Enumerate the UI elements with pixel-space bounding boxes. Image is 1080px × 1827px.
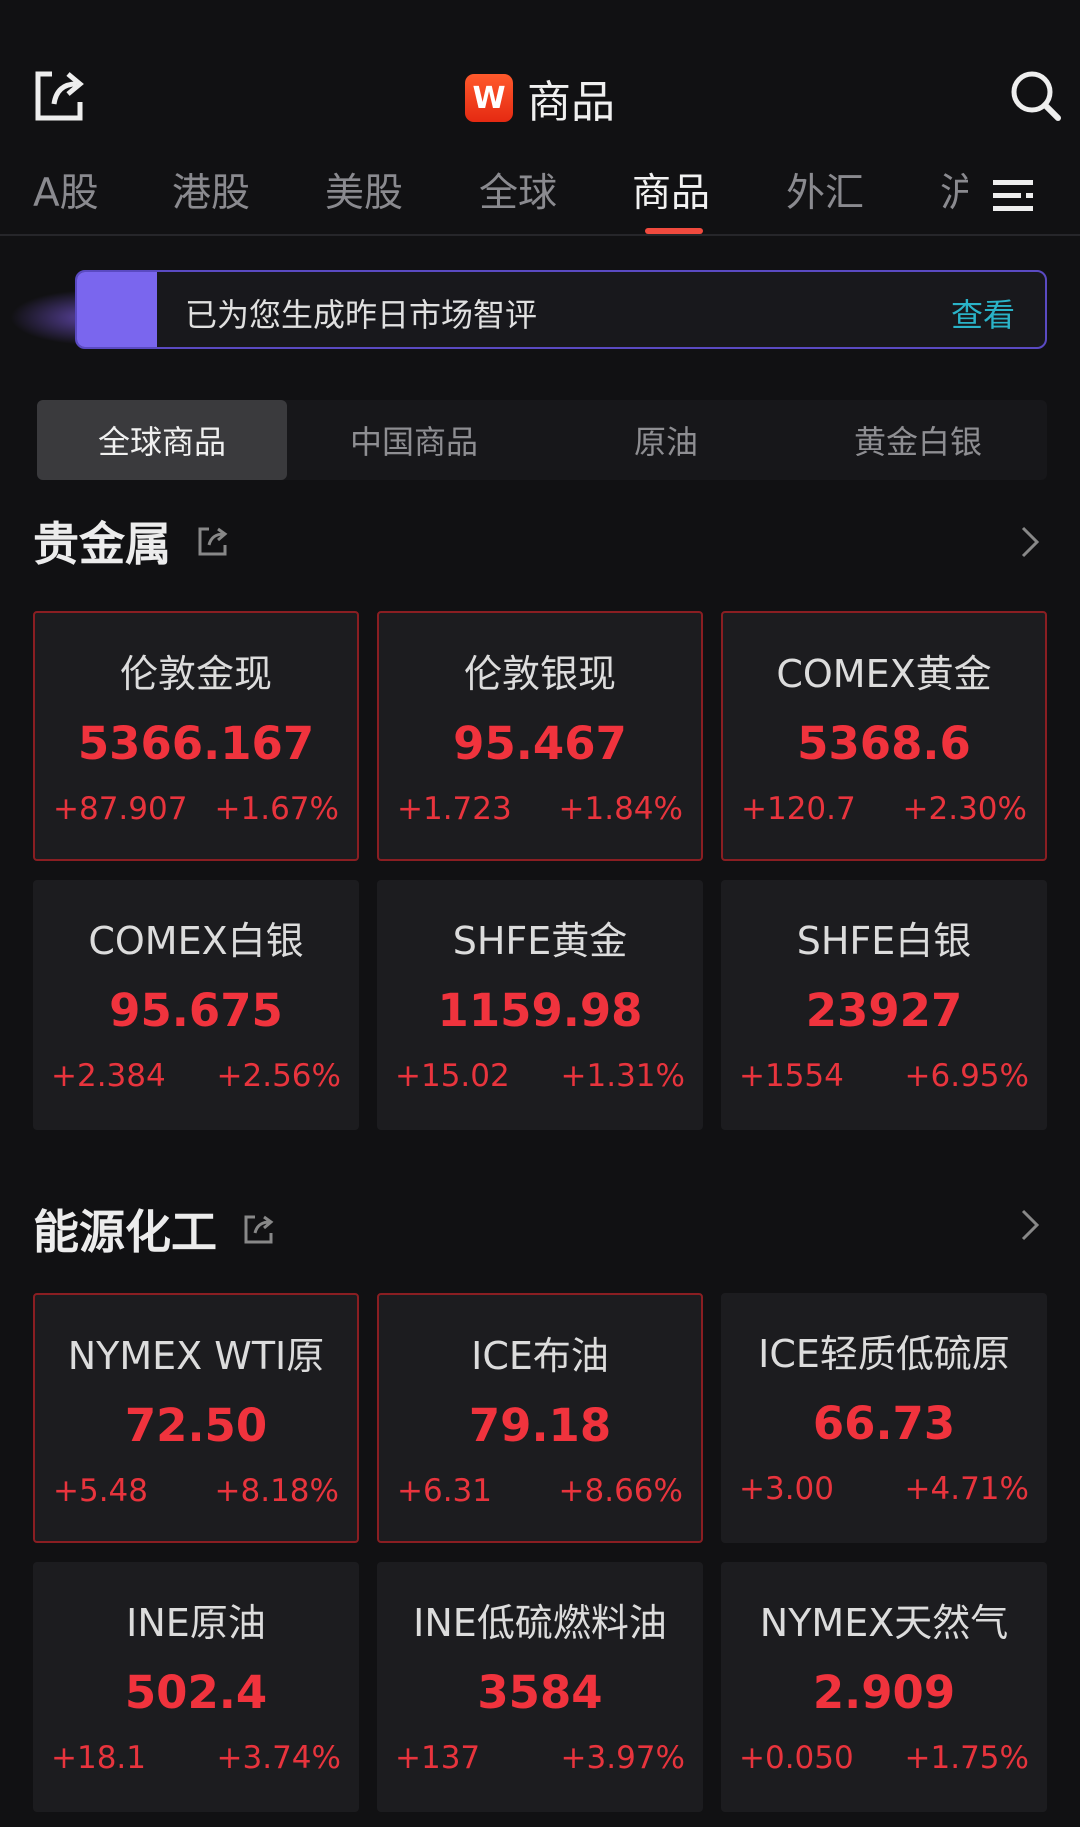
external-link-icon <box>198 527 228 556</box>
quote-change-percent: +3.74% <box>216 1740 341 1776</box>
quote-name: SHFE白银 <box>796 919 972 963</box>
quote-card[interactable]: COMEX白银 95.675 +2.384 +2.56% <box>33 880 359 1130</box>
quote-change: +18.1 <box>51 1740 146 1776</box>
share-icon[interactable] <box>34 68 86 122</box>
quote-change: +87.907 <box>53 791 188 827</box>
app-logo: W <box>465 74 513 122</box>
quote-change: +6.31 <box>397 1473 492 1509</box>
quote-name: 伦敦银现 <box>463 652 616 696</box>
quote-change: +0.050 <box>739 1740 854 1776</box>
tab-commodities[interactable]: 商品 <box>632 171 711 216</box>
quote-card[interactable]: ICE轻质低硫原 66.73 +3.00 +4.71% <box>721 1293 1047 1543</box>
quote-name: INE低硫燃料油 <box>413 1601 667 1645</box>
page-title: W 商品 <box>0 66 1080 130</box>
quote-name: NYMEX WTI原 <box>67 1334 325 1378</box>
market-tabs: A股 港股 美股 全球 商品 外汇 沪 <box>0 162 1080 236</box>
quote-price: 66.73 <box>812 1397 956 1450</box>
active-tab-indicator <box>645 228 703 234</box>
quote-change-percent: +1.75% <box>904 1740 1029 1776</box>
quote-price: 2.909 <box>812 1666 956 1719</box>
quote-change: +2.384 <box>51 1058 166 1094</box>
quote-change-percent: +1.84% <box>558 791 683 827</box>
quote-price: 95.467 <box>453 717 627 770</box>
menu-icon[interactable] <box>993 178 1033 212</box>
external-link-icon <box>244 1215 274 1244</box>
quote-card[interactable]: NYMEX天然气 2.909 +0.050 +1.75% <box>721 1562 1047 1812</box>
quote-price: 23927 <box>805 984 963 1037</box>
quote-change-percent: +8.18% <box>214 1473 339 1509</box>
quote-card[interactable]: 伦敦银现 95.467 +1.723 +1.84% <box>377 611 703 861</box>
quote-change-percent: +2.56% <box>216 1058 341 1094</box>
quote-change: +3.00 <box>739 1471 834 1507</box>
chevron-right-icon[interactable] <box>1015 522 1045 562</box>
view-button[interactable]: 查看 <box>950 296 1015 334</box>
search-icon[interactable] <box>1008 68 1062 122</box>
quote-price: 5366.167 <box>77 717 315 770</box>
quote-price: 95.675 <box>109 984 283 1037</box>
quote-name: ICE轻质低硫原 <box>758 1332 1010 1376</box>
quote-card[interactable]: INE低硫燃料油 3584 +137 +3.97% <box>377 1562 703 1812</box>
quote-change: +5.48 <box>53 1473 148 1509</box>
section-title-precious-metals[interactable]: 贵金属 <box>33 508 229 574</box>
commodity-segment-control: 全球商品 中国商品 原油 黄金白银 <box>37 400 1047 480</box>
chevron-right-icon[interactable] <box>1015 1205 1045 1245</box>
quote-change-percent: +2.30% <box>902 791 1027 827</box>
segment-china[interactable]: 中国商品 <box>349 423 478 461</box>
quote-card[interactable]: COMEX黄金 5368.6 +120.7 +2.30% <box>721 611 1047 861</box>
banner-accent <box>77 272 157 347</box>
quote-change: +15.02 <box>395 1058 510 1094</box>
quote-change-percent: +1.31% <box>560 1058 685 1094</box>
quote-card[interactable]: INE原油 502.4 +18.1 +3.74% <box>33 1562 359 1812</box>
quote-price: 502.4 <box>124 1666 268 1719</box>
quote-name: 伦敦金现 <box>119 652 272 696</box>
segment-gold-silver[interactable]: 黄金白银 <box>853 423 982 461</box>
tab-more[interactable]: 沪 <box>940 171 968 216</box>
quote-change-percent: +3.97% <box>560 1740 685 1776</box>
quote-change-percent: +8.66% <box>558 1473 683 1509</box>
tab-hk[interactable]: 港股 <box>172 171 251 216</box>
quote-name: NYMEX天然气 <box>759 1601 1009 1645</box>
segment-crude[interactable]: 原油 <box>633 423 698 461</box>
tab-us[interactable]: 美股 <box>325 171 404 216</box>
quote-name: SHFE黄金 <box>452 919 628 963</box>
quote-change: +120.7 <box>741 791 856 827</box>
quote-price: 79.18 <box>468 1399 612 1452</box>
tab-a-shares[interactable]: A股 <box>33 171 99 216</box>
quote-name: COMEX白银 <box>88 919 304 963</box>
section-title-energy[interactable]: 能源化工 <box>33 1196 275 1262</box>
quote-change: +137 <box>395 1740 481 1776</box>
quote-card[interactable]: NYMEX WTI原 72.50 +5.48 +8.18% <box>33 1293 359 1543</box>
quote-card[interactable]: ICE布油 79.18 +6.31 +8.66% <box>377 1293 703 1543</box>
quote-card[interactable]: 伦敦金现 5366.167 +87.907 +1.67% <box>33 611 359 861</box>
quote-card[interactable]: SHFE白银 23927 +1554 +6.95% <box>721 880 1047 1130</box>
quote-change: +1.723 <box>397 791 512 827</box>
market-review-banner[interactable]: 已为您生成昨日市场智评 查看 <box>75 270 1047 349</box>
quote-name: INE原油 <box>126 1601 266 1645</box>
quote-price: 5368.6 <box>797 717 971 770</box>
quote-name: ICE布油 <box>471 1334 609 1378</box>
quote-change: +1554 <box>739 1058 844 1094</box>
segment-global[interactable]: 全球商品 <box>37 400 287 480</box>
quote-price: 1159.98 <box>437 984 643 1037</box>
quote-name: COMEX黄金 <box>776 652 992 696</box>
quote-price: 72.50 <box>124 1399 268 1452</box>
quote-price: 3584 <box>477 1666 603 1719</box>
quote-change-percent: +1.67% <box>214 791 339 827</box>
quote-card[interactable]: SHFE黄金 1159.98 +15.02 +1.31% <box>377 880 703 1130</box>
quote-change-percent: +6.95% <box>904 1058 1029 1094</box>
quote-change-percent: +4.71% <box>904 1471 1029 1507</box>
tab-forex[interactable]: 外汇 <box>786 171 865 216</box>
tab-global[interactable]: 全球 <box>479 171 558 216</box>
